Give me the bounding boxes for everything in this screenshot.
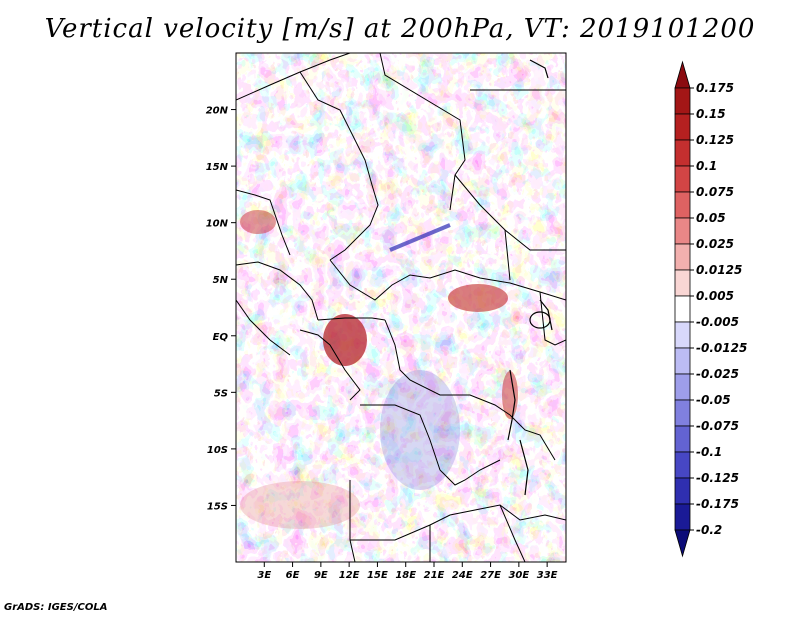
plot-frame (235, 52, 567, 563)
colorbar: 0.175 0.15 0.125 0.1 0.075 0.05 0.025 0.0125 0.0… (674, 60, 747, 558)
lat-tick-label: 10S (207, 445, 228, 456)
lon-tick-label: 18E (395, 570, 416, 581)
colorbar-swatch (674, 60, 691, 89)
colorbar-swatch (674, 347, 691, 375)
colorbar-label: -0.0125 (696, 341, 747, 355)
lon-tick-label: 12E (339, 570, 360, 581)
latitude-axis: 20N 15N 10N 5N EQ 5S 10S 15S (206, 106, 236, 512)
colorbar-label: -0.025 (696, 367, 739, 381)
colorbar-swatch (674, 191, 691, 219)
lon-tick-label: 3E (257, 570, 271, 581)
lat-tick-label: 5S (214, 388, 228, 399)
colorbar-swatch (674, 477, 691, 505)
colorbar-label: 0.1 (696, 159, 717, 173)
colorbar-label: 0.05 (696, 211, 726, 225)
lon-tick-label: 24E (452, 570, 473, 581)
lon-tick-label: 27E (480, 570, 501, 581)
colorbar-label: -0.1 (696, 445, 722, 459)
grads-credit: GrADS: IGES/COLA (4, 602, 108, 613)
lat-tick-label: 10N (206, 219, 229, 230)
longitude-axis: 3E 6E 9E 12E 15E 18E 21E 24E 27E 30E 33E (257, 562, 558, 581)
lat-tick-label: 5N (213, 275, 229, 286)
lon-tick-label: 15E (367, 570, 388, 581)
colorbar-swatch (674, 269, 691, 297)
colorbar-swatch (674, 243, 691, 271)
lon-tick-label: 9E (314, 570, 328, 581)
colorbar-label: 0.075 (696, 185, 734, 199)
colorbar-swatch (674, 217, 691, 245)
colorbar-swatch (674, 295, 691, 323)
lat-tick-label: EQ (213, 332, 229, 343)
colorbar-swatch (674, 165, 691, 193)
colorbar-swatch (674, 321, 691, 349)
lat-tick-label: 20N (206, 106, 229, 117)
colorbar-swatch (674, 113, 691, 141)
country-borders (236, 53, 566, 562)
map-title: Vertical velocity [m/s] at 200hPa, VT: 2… (44, 14, 756, 44)
colorbar-swatch (674, 503, 691, 531)
colorbar-label: -0.125 (696, 471, 739, 485)
colorbar-label: 0.005 (696, 289, 734, 303)
colorbar-label: 0.15 (696, 107, 726, 121)
colorbar-swatch (674, 425, 691, 453)
lakes (507, 59, 553, 496)
colorbar-label: -0.2 (696, 523, 722, 537)
lon-tick-label: 21E (424, 570, 445, 581)
lon-tick-label: 30E (508, 570, 529, 581)
colorbar-label: -0.05 (696, 393, 731, 407)
colorbar-label: 0.175 (696, 81, 734, 95)
colorbar-label: -0.175 (696, 497, 739, 511)
colorbar-swatch (674, 87, 691, 115)
lon-tick-label: 6E (286, 570, 300, 581)
colorbar-label: 0.0125 (696, 263, 742, 277)
velocity-field (236, 53, 566, 562)
lat-tick-label: 15S (207, 501, 228, 512)
colorbar-swatch (674, 529, 691, 558)
colorbar-label: 0.025 (696, 237, 734, 251)
colorbar-swatch (674, 399, 691, 427)
colorbar-label: -0.005 (696, 315, 739, 329)
colorbar-swatch (674, 139, 691, 167)
colorbar-swatch (674, 373, 691, 401)
lon-tick-label: 33E (537, 570, 558, 581)
lat-tick-label: 15N (206, 162, 229, 173)
colorbar-label: -0.075 (696, 419, 739, 433)
colorbar-label: 0.125 (696, 133, 734, 147)
colorbar-swatch (674, 451, 691, 479)
